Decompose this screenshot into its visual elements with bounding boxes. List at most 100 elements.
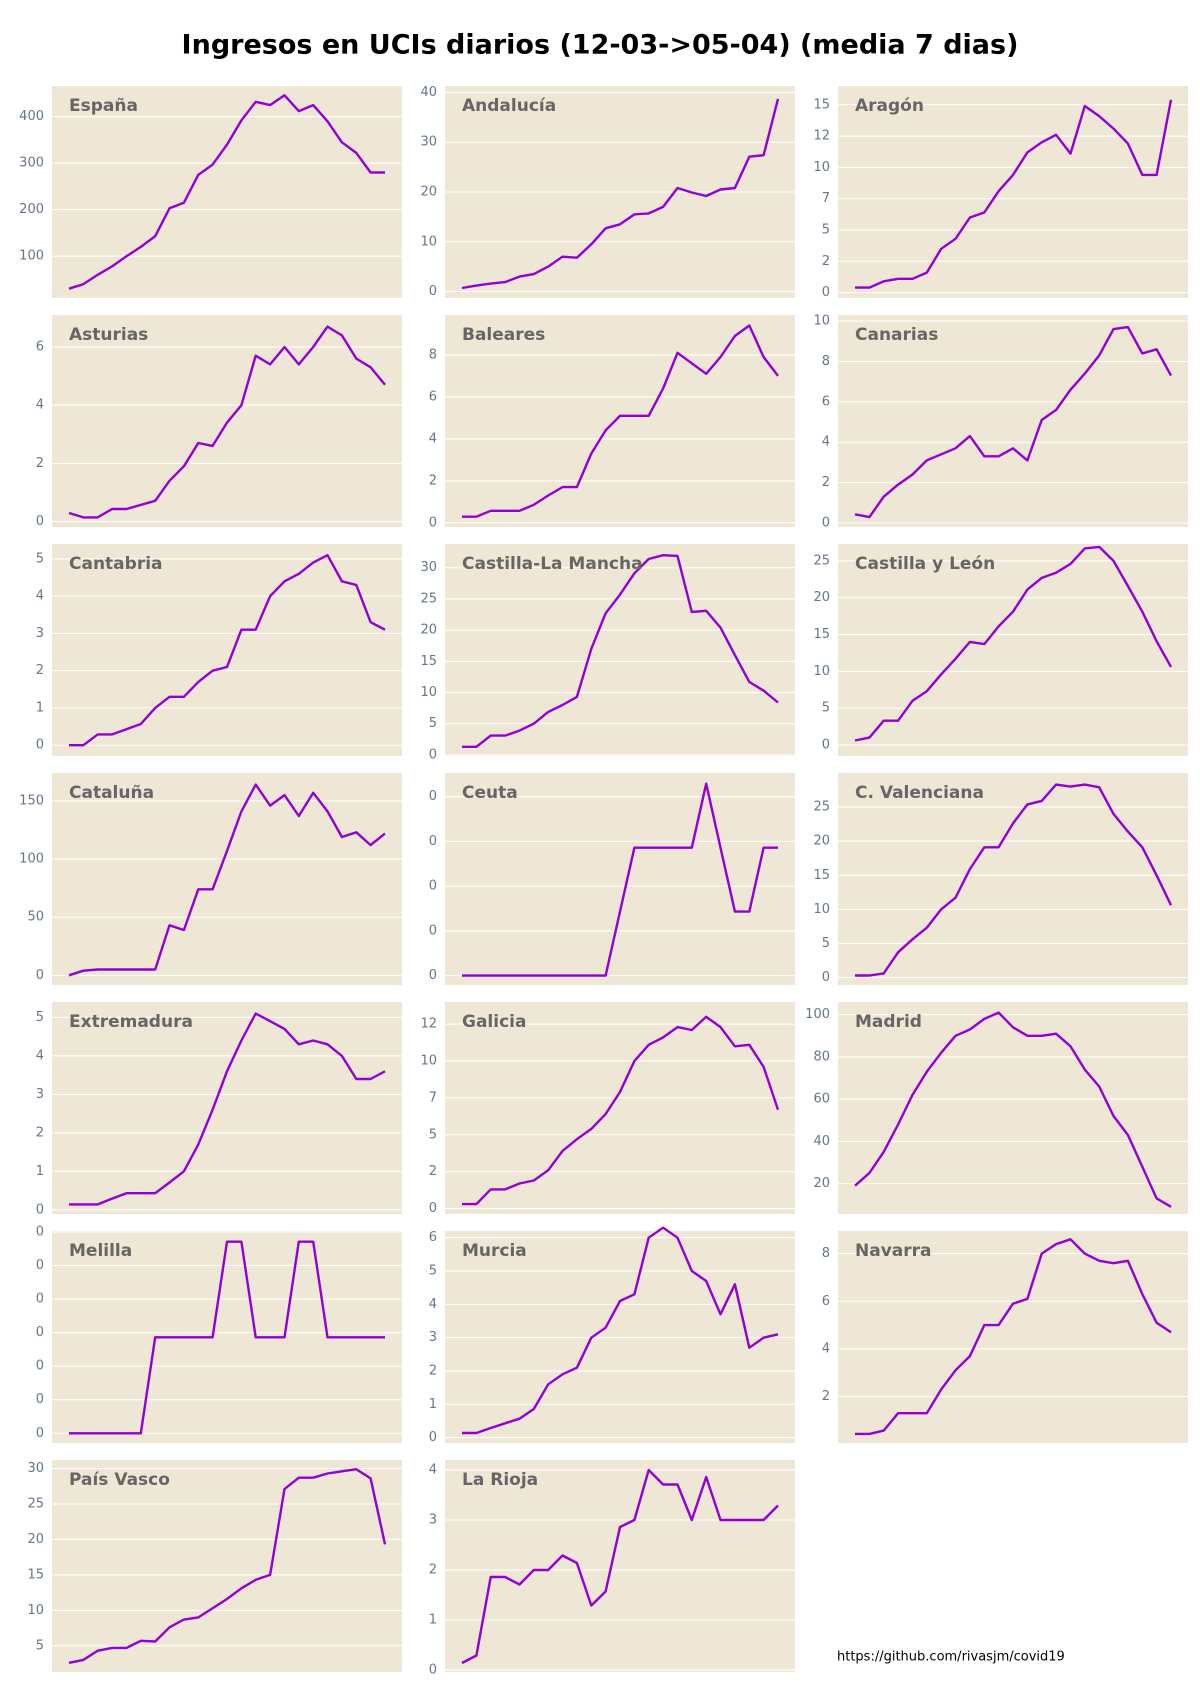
data-line (462, 554, 779, 748)
y-tick-label: 1 (429, 1613, 437, 1628)
panel-title: Aragón (855, 96, 924, 116)
panel (52, 773, 402, 985)
y-tick-label: 80 (813, 1049, 830, 1064)
panel (838, 544, 1188, 756)
y-tick-label: 25 (813, 553, 830, 568)
y-tick-label: 0 (429, 1430, 437, 1445)
y-tick-label: 0 (429, 879, 437, 894)
panel-title: Cataluña (69, 783, 154, 803)
y-tick-label: 4 (36, 1048, 44, 1063)
panel-title: Asturias (69, 325, 148, 345)
panel-title: Murcia (462, 1241, 527, 1261)
y-tick-label: 0 (822, 515, 830, 530)
y-tick-label: 25 (813, 800, 830, 815)
source-note: https://github.com/rivasjm/covid19 (837, 1650, 1065, 1665)
y-tick-label: 2 (429, 1164, 437, 1179)
y-tick-label: 8 (822, 1246, 830, 1261)
panel (445, 315, 795, 527)
panel (838, 1231, 1188, 1443)
y-tick-label: 10 (420, 234, 437, 249)
y-tick-label: 40 (813, 1134, 830, 1149)
panel-title: Castilla y León (855, 554, 995, 574)
panel (52, 86, 402, 298)
y-tick-label: 2 (429, 1563, 437, 1578)
y-tick-label: 20 (420, 185, 437, 200)
data-line (854, 545, 1173, 742)
y-tick-label: 100 (805, 1007, 830, 1022)
y-tick-label: 0 (429, 284, 437, 299)
y-tick-label: 200 (19, 202, 44, 217)
y-tick-label: 150 (19, 793, 44, 808)
y-tick-label: 6 (822, 1294, 830, 1309)
y-tick-label: 15 (813, 97, 830, 112)
y-tick-label: 8 (822, 354, 830, 369)
panel (52, 1460, 402, 1672)
panel (838, 315, 1188, 527)
data-line (69, 1012, 386, 1206)
panel-title: Navarra (855, 1241, 932, 1261)
y-tick-label: 50 (27, 910, 44, 925)
data-line (854, 325, 1173, 519)
y-tick-label: 10 (813, 902, 830, 917)
panel-title: Cantabria (69, 554, 163, 574)
y-tick-label: 10 (420, 1054, 437, 1069)
y-tick-label: 0 (36, 1202, 44, 1217)
data-line (462, 1226, 779, 1435)
y-tick-label: 5 (822, 223, 830, 238)
y-tick-label: 25 (420, 591, 437, 606)
data-line (69, 1240, 385, 1435)
y-tick-label: 6 (822, 394, 830, 409)
panel-title: España (69, 96, 138, 116)
y-tick-label: 25 (27, 1496, 44, 1511)
y-tick-label: 0 (429, 923, 437, 938)
data-line (69, 554, 386, 747)
y-tick-label: 7 (429, 1090, 437, 1105)
panel (838, 86, 1188, 298)
y-tick-label: 2 (36, 1125, 44, 1140)
y-tick-label: 30 (27, 1461, 44, 1476)
y-tick-label: 6 (429, 1230, 437, 1245)
panel-title: Andalucía (462, 96, 556, 116)
data-line (462, 782, 778, 977)
panel (838, 1002, 1188, 1214)
y-tick-label: 30 (420, 135, 437, 150)
y-tick-label: 2 (429, 473, 437, 488)
y-tick-label: 0 (36, 514, 44, 529)
panel-title: La Rioja (462, 1470, 538, 1490)
data-line (855, 783, 1173, 977)
y-tick-label: 3 (429, 1513, 437, 1528)
data-line (68, 94, 385, 290)
panel-title: Extremadura (69, 1012, 193, 1032)
y-tick-label: 300 (19, 156, 44, 171)
y-tick-label: 5 (36, 551, 44, 566)
panel (52, 544, 402, 756)
y-tick-label: 4 (822, 435, 830, 450)
y-tick-label: 5 (36, 1638, 44, 1653)
y-tick-label: 0 (36, 968, 44, 983)
y-tick-label: 7 (822, 191, 830, 206)
panel (838, 773, 1188, 985)
y-tick-label: 0 (36, 1292, 44, 1307)
y-tick-label: 40 (420, 85, 437, 100)
figure-title: Ingresos en UCIs diarios (12-03->05-04) … (182, 30, 1019, 61)
y-tick-label: 100 (19, 852, 44, 867)
y-tick-label: 4 (429, 1297, 437, 1312)
y-tick-label: 10 (27, 1603, 44, 1618)
y-tick-label: 15 (27, 1567, 44, 1582)
y-tick-label: 0 (36, 1325, 44, 1340)
data-line (68, 783, 386, 977)
y-tick-label: 20 (813, 834, 830, 849)
panel-title: Galicia (462, 1012, 526, 1032)
panel (445, 773, 795, 985)
y-tick-label: 10 (420, 685, 437, 700)
y-tick-label: 0 (822, 737, 830, 752)
y-tick-label: 1 (429, 1397, 437, 1412)
y-tick-label: 6 (429, 389, 437, 404)
y-tick-label: 2 (822, 254, 830, 269)
panel (445, 1002, 795, 1214)
y-tick-label: 12 (420, 1017, 437, 1032)
y-tick-label: 5 (429, 1127, 437, 1142)
panel-title: Castilla-La Mancha (462, 554, 643, 574)
panel-title: Madrid (855, 1012, 922, 1032)
y-tick-label: 30 (420, 560, 437, 575)
